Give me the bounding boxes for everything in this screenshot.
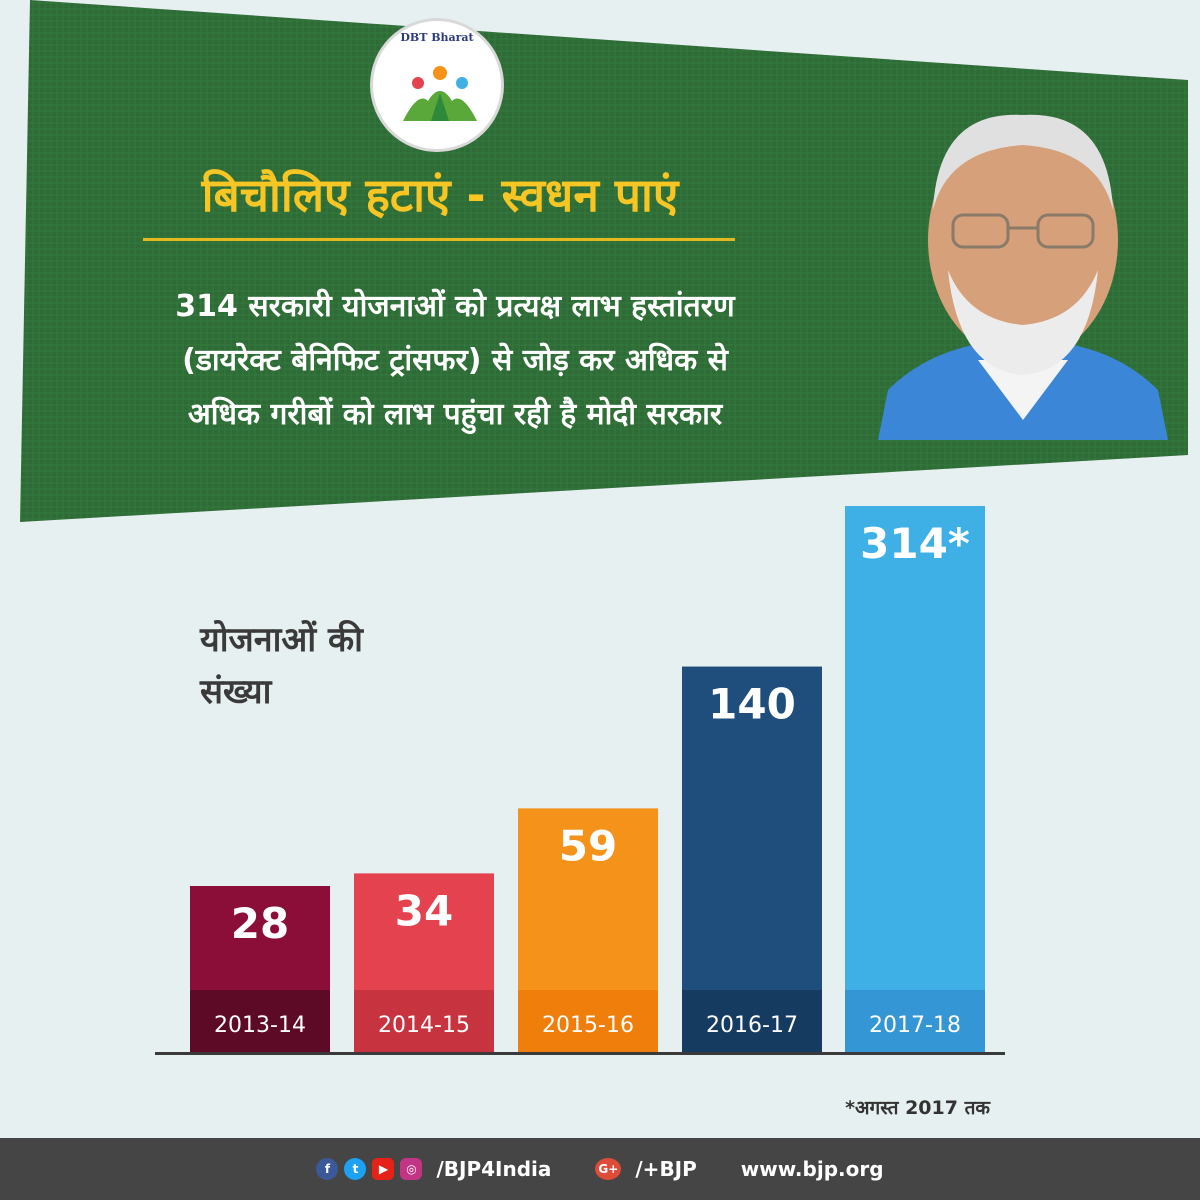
instagram-icon[interactable]: ◎ — [400, 1158, 423, 1180]
headline: बिचौलिए हटाएं - स्वधन पाएं — [201, 168, 679, 222]
y-axis-label-line: योजनाओं की — [200, 620, 363, 660]
footnote: *अगस्त 2017 तक — [845, 1097, 990, 1119]
bar-2017-18 — [845, 506, 985, 990]
category-label-bg — [354, 990, 494, 1052]
twitter-icon[interactable]: t — [344, 1158, 367, 1180]
subtext-line: 314 सरकारी योजनाओं को प्रत्यक्ष लाभ हस्त… — [175, 289, 735, 324]
value-label: 28 — [231, 899, 289, 948]
subtext-line: अधिक गरीबों को लाभ पहुंचा रही है मोदी सर… — [187, 397, 723, 432]
people-icon — [403, 66, 477, 121]
facebook-icon[interactable]: f — [316, 1158, 339, 1180]
subtext: 314 सरकारी योजनाओं को प्रत्यक्ष लाभ हस्त… — [60, 280, 850, 442]
bar-2016-17 — [682, 666, 822, 990]
subtext-line: (डायरेक्ट बेनिफिट ट्रांसफर) से जोड़ कर अ… — [182, 343, 728, 378]
bar-2014-15 — [354, 873, 494, 990]
value-label: 34 — [395, 886, 453, 935]
youtube-icon[interactable]: ▶ — [372, 1158, 395, 1180]
footer: f t ▶ ◎ /BJP4India G+ /+BJP www.bjp.org — [0, 1138, 1200, 1200]
bar-2015-16 — [518, 808, 658, 990]
social-handle[interactable]: /BJP4India — [436, 1157, 552, 1181]
value-label: 314* — [860, 519, 970, 568]
y-axis-label-line: संख्या — [200, 672, 272, 712]
category-label-bg — [518, 990, 658, 1052]
category-label-bg — [845, 990, 985, 1052]
google-plus-icon[interactable]: G+ — [595, 1158, 622, 1180]
value-label: 59 — [559, 821, 617, 870]
category-label: 2014-15 — [378, 1013, 470, 1038]
category-label: 2016-17 — [706, 1013, 798, 1038]
portrait-image — [878, 114, 1168, 440]
website-link[interactable]: www.bjp.org — [740, 1157, 884, 1181]
social-icons: f t ▶ ◎ — [316, 1158, 423, 1180]
category-label-bg — [190, 990, 330, 1052]
bar-2013-14 — [190, 886, 330, 990]
value-label: 140 — [708, 680, 796, 729]
y-axis-label: योजनाओं की संख्या — [200, 614, 470, 718]
category-label: 2013-14 — [214, 1013, 306, 1038]
headline-divider — [143, 238, 735, 241]
dbt-bharat-logo: DBT Bharat — [370, 18, 504, 152]
category-label: 2017-18 — [869, 1013, 961, 1038]
category-label: 2015-16 — [542, 1013, 634, 1038]
category-label-bg — [682, 990, 822, 1052]
google-plus-handle[interactable]: /+BJP — [635, 1157, 697, 1181]
